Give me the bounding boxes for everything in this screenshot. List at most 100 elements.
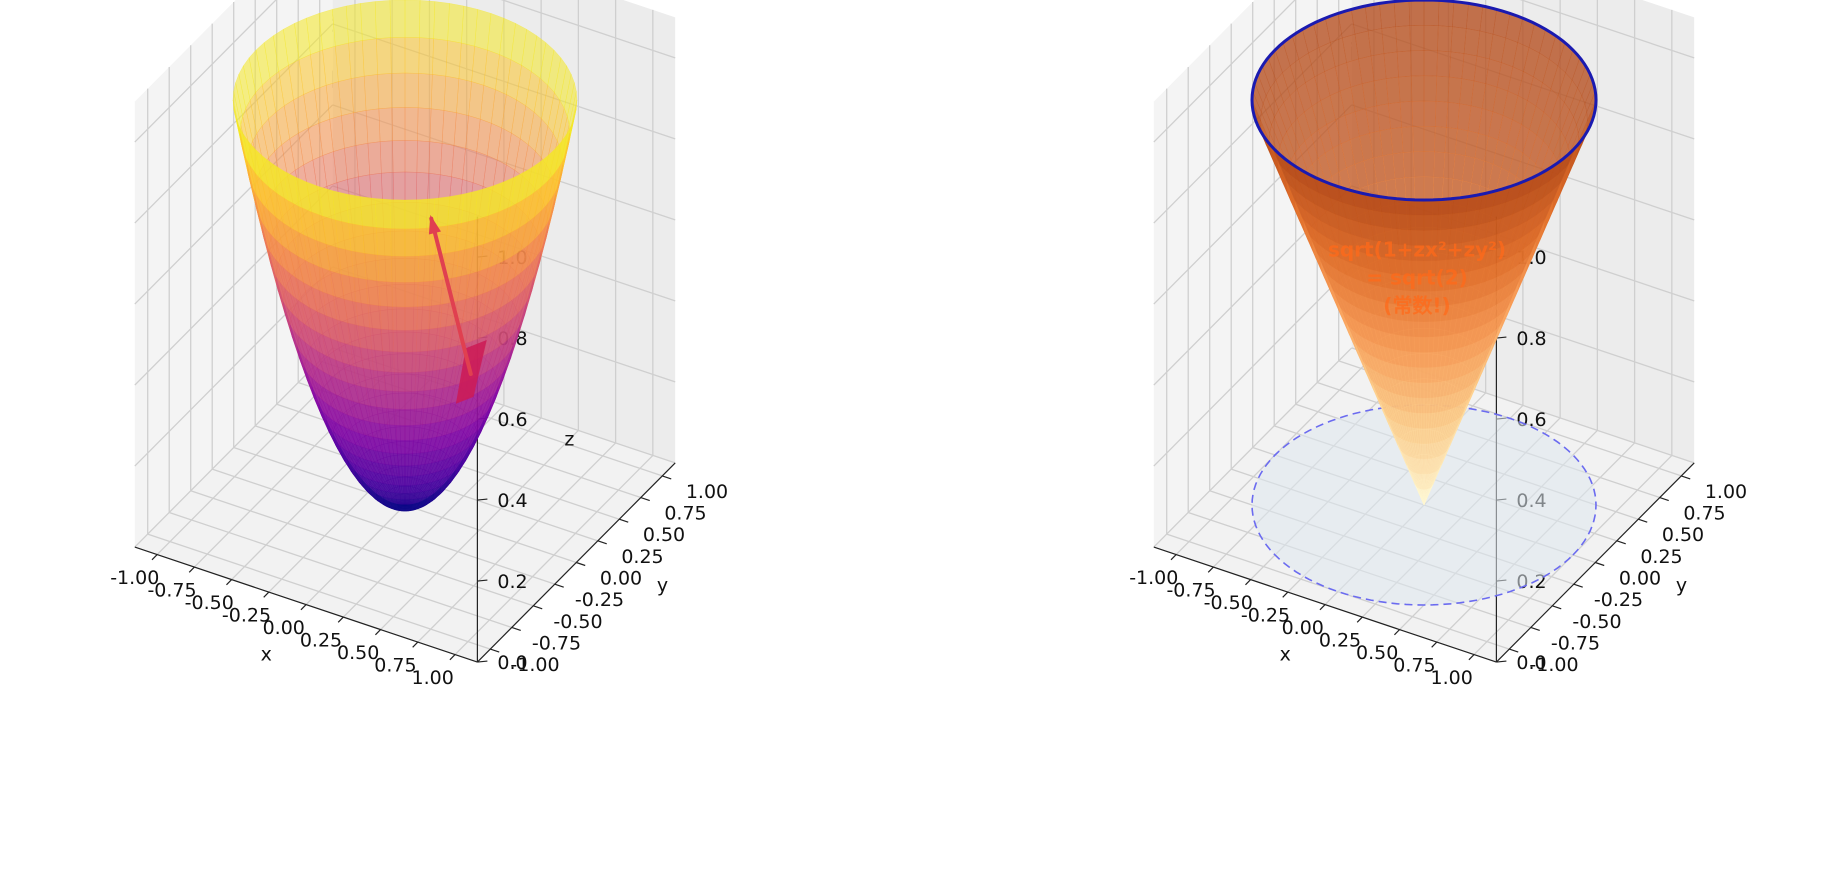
cone-plot: -1.00-1.00-0.75-0.75-0.50-0.50-0.25-0.25… bbox=[1129, 0, 1747, 689]
y-axis-label: y bbox=[657, 575, 668, 597]
x-tick-label: 1.00 bbox=[1431, 667, 1473, 689]
y-tick-label: -0.75 bbox=[532, 632, 581, 654]
floor-grid-x bbox=[380, 429, 579, 631]
surface-patch bbox=[1413, 151, 1425, 178]
z-tick-mark bbox=[1496, 336, 1507, 339]
surface-patch bbox=[362, 38, 378, 77]
normal-arrow-head bbox=[428, 214, 441, 235]
surface-patch bbox=[429, 108, 445, 144]
surface-patch bbox=[1447, 76, 1463, 104]
surface-patch bbox=[1381, 211, 1398, 230]
surface-patch bbox=[391, 107, 406, 141]
surface-patch bbox=[1417, 382, 1425, 399]
y-tick-mark bbox=[1573, 583, 1583, 588]
x-tick-mark bbox=[337, 616, 344, 623]
surface-patch bbox=[390, 228, 406, 257]
surface-patch bbox=[355, 301, 370, 328]
z-tick-label: 0.0 bbox=[1516, 652, 1546, 674]
surface-patch bbox=[1407, 336, 1417, 353]
x-tick-mark bbox=[1468, 654, 1475, 661]
surface-patch bbox=[416, 140, 431, 174]
x-tick-label: -0.25 bbox=[1241, 605, 1290, 627]
x-tick-label: 0.50 bbox=[337, 642, 379, 664]
surface-patch bbox=[374, 198, 391, 229]
surface-patch bbox=[1444, 127, 1458, 155]
surface-patch bbox=[1423, 126, 1436, 152]
surface-patch bbox=[1466, 3, 1484, 32]
surface-patch bbox=[1396, 50, 1412, 78]
surface-patch bbox=[404, 465, 413, 477]
side-grid-z bbox=[1153, 266, 1353, 467]
surface-patch bbox=[397, 465, 406, 477]
surface-patch bbox=[1463, 28, 1481, 57]
x-tick-mark bbox=[1356, 616, 1363, 623]
surface-patch bbox=[1423, 0, 1440, 26]
surface-patch bbox=[1419, 413, 1425, 429]
surface-patch bbox=[404, 439, 414, 454]
surface-patch bbox=[376, 406, 388, 425]
y-tick-mark bbox=[1509, 648, 1519, 653]
surface-patch bbox=[378, 107, 393, 142]
y-tick-mark bbox=[533, 605, 543, 610]
surface-patch bbox=[404, 281, 419, 308]
surface-patch bbox=[377, 254, 393, 283]
y-tick-mark bbox=[619, 518, 629, 523]
surface-patch bbox=[389, 0, 406, 38]
side-grid-z bbox=[134, 0, 277, 143]
surface-patch bbox=[433, 1, 450, 41]
surface-patch bbox=[404, 255, 419, 283]
surface-patch bbox=[441, 110, 457, 146]
x-tick-label: -1.00 bbox=[110, 567, 159, 589]
surface-patch bbox=[1408, 0, 1425, 26]
surface-patch bbox=[376, 227, 392, 257]
x-tick-mark bbox=[226, 579, 233, 586]
surface-patch bbox=[348, 40, 365, 79]
surface-patch bbox=[427, 327, 441, 352]
surface-patch bbox=[1443, 152, 1456, 180]
surface-patch bbox=[1450, 26, 1467, 54]
surface-patch bbox=[404, 72, 419, 108]
surface-patch bbox=[404, 485, 411, 494]
surface-patch bbox=[416, 305, 431, 331]
surface-patch bbox=[365, 108, 381, 144]
surface-patch bbox=[428, 304, 443, 330]
surface-patch bbox=[363, 74, 380, 111]
y-tick-mark bbox=[1595, 561, 1605, 567]
surface-patch bbox=[1423, 100, 1437, 127]
y-tick-label: -0.25 bbox=[1594, 589, 1643, 611]
z-tick-mark bbox=[477, 660, 488, 663]
surface-patch bbox=[413, 408, 424, 426]
surface-patch bbox=[393, 484, 401, 494]
surface-patch bbox=[1383, 51, 1399, 79]
back-grid-z bbox=[500, 0, 676, 59]
paraboloid-panel: 曲面面积：z=x²+y² 被 z=1 截取 面积元 dS = sqrt(1+4x… bbox=[0, 0, 918, 883]
surface-patch bbox=[384, 390, 396, 410]
surface-patch bbox=[398, 475, 406, 486]
floor-grid-x bbox=[417, 442, 617, 643]
surface-patch bbox=[1409, 214, 1425, 231]
surface-patch bbox=[389, 199, 406, 230]
annotation-line: sqrt(1+zx²+zy²) bbox=[1328, 237, 1506, 261]
y-tick-mark bbox=[511, 626, 521, 632]
surface-patch bbox=[1408, 351, 1418, 368]
side-grid-z bbox=[134, 347, 334, 548]
surface-patch bbox=[1423, 214, 1439, 231]
surface-patch bbox=[404, 107, 419, 141]
surface-patch bbox=[1418, 397, 1425, 414]
surface-patch bbox=[1437, 25, 1453, 53]
surface-patch bbox=[392, 475, 400, 486]
surface-patch bbox=[404, 140, 418, 173]
surface-patch bbox=[1450, 211, 1467, 230]
x-tick-mark bbox=[1282, 591, 1289, 598]
surface-patch bbox=[433, 196, 450, 228]
surface-patch bbox=[345, 193, 363, 226]
surface-patch bbox=[367, 304, 382, 330]
surface-patch bbox=[404, 504, 412, 507]
surface-patch bbox=[1401, 126, 1414, 153]
surface-patch bbox=[345, 3, 363, 44]
surface-patch bbox=[1395, 25, 1411, 53]
surface-patch bbox=[430, 74, 447, 111]
surface-patch bbox=[377, 73, 393, 109]
surface-patch bbox=[1423, 367, 1431, 384]
cone-panel: 锥面 z=sqrt(x²+y²) 面积 = sqrt(2) x 投影面积 = s… bbox=[1019, 0, 1837, 883]
